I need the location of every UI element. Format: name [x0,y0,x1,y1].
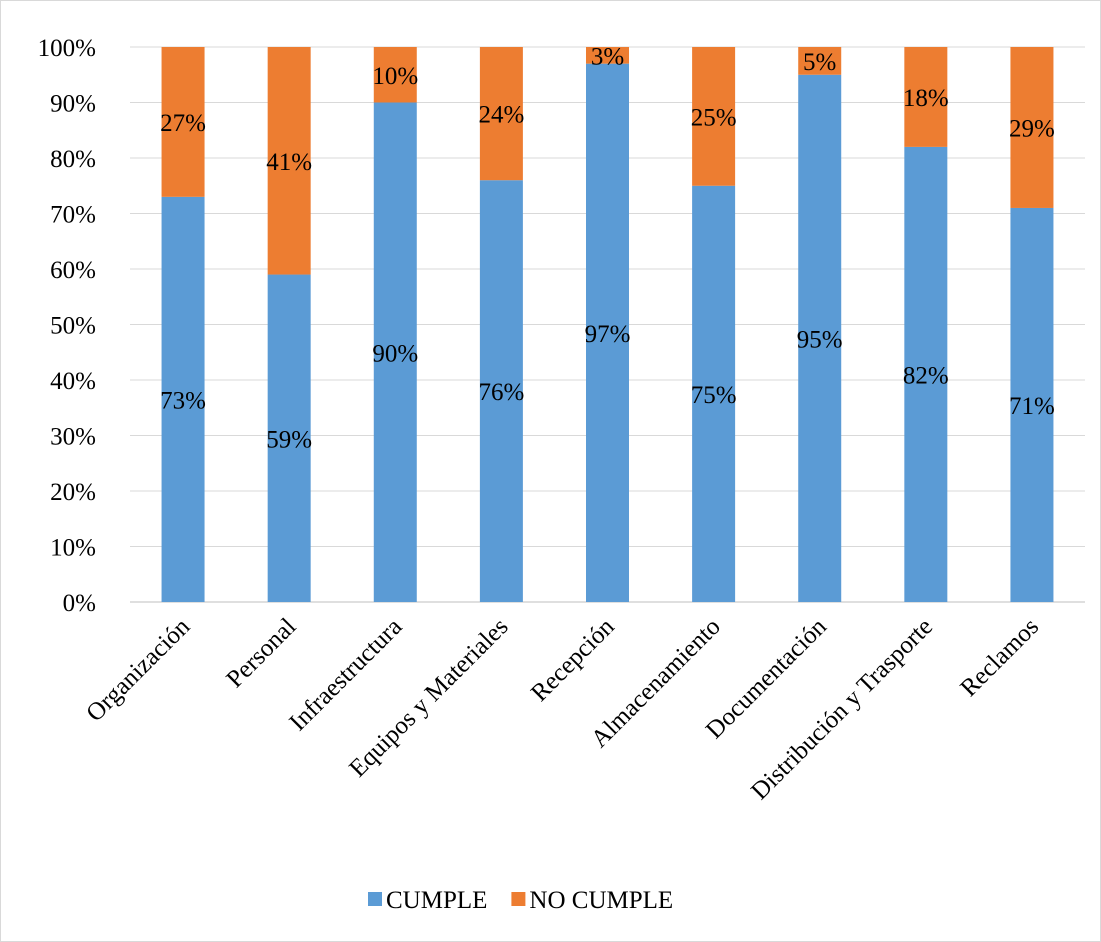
bar-cumple [692,185,736,602]
legend-label: CUMPLE [386,887,487,914]
x-tick-label: Recepción [526,613,620,707]
data-label: 95% [797,326,843,353]
legend-label: NO CUMPLE [529,887,673,914]
x-tick-label: Distribución y Trasporte [746,613,938,805]
y-tick-label: 40% [50,368,96,395]
bar-cumple [373,102,417,602]
data-label: 90% [372,340,418,367]
y-tick-label: 100% [38,35,96,62]
x-tick-label: Organización [81,613,195,727]
data-label: 97% [585,321,631,348]
data-label: 3% [591,43,624,70]
y-tick-label: 80% [50,146,96,173]
data-labels: 73% 27% 59% 41% 90% 10% 76% 24% 97% 3% 75% 25% 95% 5%… [160,43,1055,453]
data-label: 73% [160,387,206,414]
legend-swatch [511,892,526,906]
data-label: 75% [691,382,737,409]
y-axis-ticks: 0% 10% 20% 30% 40% 50% 60% 70% 80% 90% 100% [38,35,96,617]
data-label: 59% [266,426,312,453]
data-label: 27% [160,110,206,137]
data-label: 82% [903,362,949,389]
bar-cumple [161,196,205,602]
y-tick-label: 70% [50,202,96,229]
legend: CUMPLE NO CUMPLE [368,887,673,914]
data-label: 24% [478,102,524,129]
bar-no-cumple [267,47,311,275]
bar-no-cumple [373,47,417,103]
bar-no-cumple [161,47,205,197]
y-tick-label: 60% [50,257,96,284]
bars [161,47,1054,602]
bar-cumple [904,146,948,602]
bar-no-cumple [479,47,523,181]
y-tick-label: 0% [63,590,96,617]
data-label: 5% [803,49,836,76]
data-label: 76% [478,379,524,406]
bar-cumple [1010,207,1054,602]
bar-no-cumple [1010,47,1054,208]
y-tick-label: 10% [50,535,96,562]
y-tick-label: 90% [50,91,96,118]
bar-cumple [267,274,311,602]
data-label: 10% [372,63,418,90]
x-axis-ticks: Organización PersonalInfraestructuraEquip… [81,613,1044,805]
bar-cumple [798,74,842,602]
data-label: 71% [1009,393,1055,420]
bar-cumple [479,180,523,602]
y-tick-label: 30% [50,424,96,451]
data-label: 29% [1009,115,1055,142]
x-tick-label: Personal [221,613,301,693]
y-tick-label: 50% [50,313,96,340]
bar-no-cumple [904,47,948,147]
data-label: 41% [266,149,312,176]
bar-no-cumple [692,47,736,186]
bar-no-cumple [586,47,629,64]
bar-no-cumple [798,47,842,75]
bar-cumple [586,63,629,602]
data-label: 18% [903,85,949,112]
x-tick-label: Reclamos [955,613,1044,702]
legend-swatch [368,892,382,906]
data-label: 25% [691,104,737,131]
y-tick-label: 20% [50,479,96,506]
